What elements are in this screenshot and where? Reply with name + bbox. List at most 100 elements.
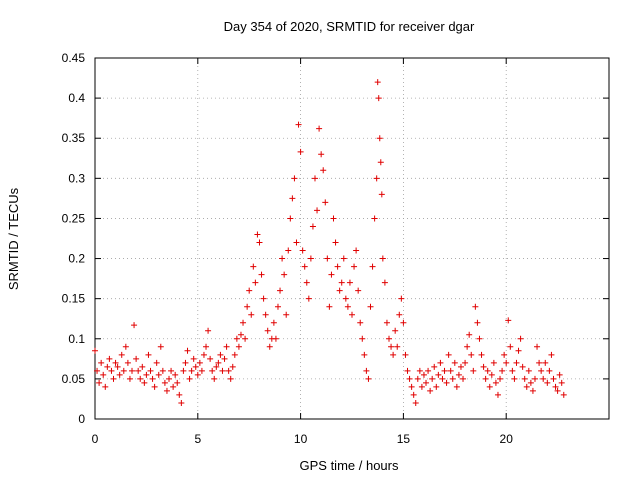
data-point [486, 383, 493, 390]
data-point [196, 359, 203, 366]
data-point [157, 343, 164, 350]
data-point [550, 375, 557, 382]
data-point [118, 351, 125, 358]
data-point [94, 367, 101, 374]
data-point [188, 367, 195, 374]
data-point [464, 343, 471, 350]
data-point [262, 311, 269, 318]
x-tick-label: 10 [294, 432, 308, 446]
data-point [149, 375, 156, 382]
data-point [462, 359, 469, 366]
data-point [233, 335, 240, 342]
data-point [326, 303, 333, 310]
data-point [359, 335, 366, 342]
data-point [400, 319, 407, 326]
data-point [297, 148, 304, 155]
data-point [377, 159, 384, 166]
data-point [151, 383, 158, 390]
data-point [540, 375, 547, 382]
data-point [515, 347, 522, 354]
data-point [270, 319, 277, 326]
data-point [194, 371, 201, 378]
data-point [433, 383, 440, 390]
data-point [534, 343, 541, 350]
data-point [513, 359, 520, 366]
data-point [106, 355, 113, 362]
data-point [311, 175, 318, 182]
data-point [351, 263, 358, 270]
data-point [307, 255, 314, 262]
data-point [398, 295, 405, 302]
data-point [490, 359, 497, 366]
data-point [211, 375, 218, 382]
data-point [147, 367, 154, 374]
data-point [133, 355, 140, 362]
data-point [476, 335, 483, 342]
data-point [554, 387, 561, 394]
data-point [332, 239, 339, 246]
data-point [168, 367, 175, 374]
y-tick-label: 0.2 [68, 252, 85, 266]
data-point [523, 383, 530, 390]
data-point [215, 359, 222, 366]
data-point [126, 375, 133, 382]
data-point [373, 175, 380, 182]
data-point [227, 375, 234, 382]
data-point [375, 95, 382, 102]
y-tick-label: 0.1 [68, 332, 85, 346]
data-point [431, 363, 438, 370]
data-point [114, 363, 121, 370]
grid-lines [95, 58, 609, 419]
data-point [488, 371, 495, 378]
data-point [272, 335, 279, 342]
data-point [390, 351, 397, 358]
data-point [378, 191, 385, 198]
data-point [166, 375, 173, 382]
data-point [484, 367, 491, 374]
data-point [285, 247, 292, 254]
data-point [274, 303, 281, 310]
data-point [344, 303, 351, 310]
data-point [466, 331, 473, 338]
data-point [287, 215, 294, 222]
data-point [443, 379, 450, 386]
data-point [478, 351, 485, 358]
y-tick-label: 0.4 [68, 91, 85, 105]
data-point [468, 351, 475, 358]
data-point [137, 375, 144, 382]
data-point [414, 375, 421, 382]
data-point [560, 391, 567, 398]
data-point [174, 379, 181, 386]
data-point [408, 383, 415, 390]
data-point [503, 359, 510, 366]
data-point [163, 387, 170, 394]
data-point [303, 279, 310, 286]
data-point [159, 367, 166, 374]
data-point [509, 367, 516, 374]
data-point [501, 351, 508, 358]
data-point [376, 135, 383, 142]
data-point [139, 363, 146, 370]
data-point [451, 359, 458, 366]
data-point [552, 383, 559, 390]
data-point [110, 375, 117, 382]
data-point [207, 355, 214, 362]
data-point [497, 375, 504, 382]
data-point [217, 351, 224, 358]
data-point [441, 367, 448, 374]
x-tick-label: 5 [194, 432, 201, 446]
data-point [141, 379, 148, 386]
data-point [246, 287, 253, 294]
data-point [355, 287, 362, 294]
data-point [264, 327, 271, 334]
data-point [429, 375, 436, 382]
data-point [548, 351, 555, 358]
data-point [244, 303, 251, 310]
data-point [92, 347, 98, 354]
data-point [386, 335, 393, 342]
data-point [365, 375, 372, 382]
data-point [182, 359, 189, 366]
data-point [353, 247, 360, 254]
data-point [338, 279, 345, 286]
data-point [229, 363, 236, 370]
